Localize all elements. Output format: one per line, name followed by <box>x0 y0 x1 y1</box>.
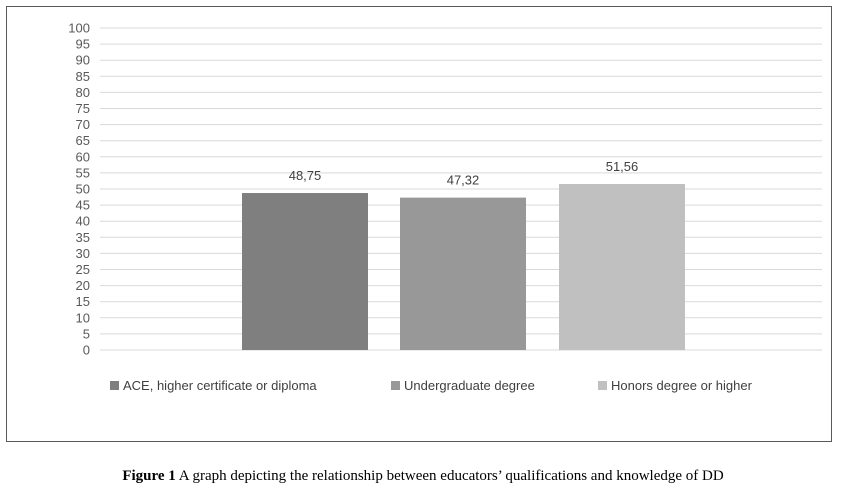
y-tick-label: 60 <box>76 149 90 164</box>
y-tick-label: 95 <box>76 37 90 52</box>
bar <box>400 197 526 350</box>
y-tick-label: 65 <box>76 133 90 148</box>
legend-label: Honors degree or higher <box>611 378 753 393</box>
y-tick-label: 25 <box>76 262 90 277</box>
bars <box>242 183 685 350</box>
y-tick-label: 75 <box>76 101 90 116</box>
y-tick-label: 85 <box>76 69 90 84</box>
data-label: 51,56 <box>606 159 639 174</box>
caption-label: Figure 1 <box>122 468 176 484</box>
y-tick-label: 5 <box>83 326 90 341</box>
legend-label: Undergraduate degree <box>404 378 535 393</box>
y-tick-label: 20 <box>76 278 90 293</box>
figure-caption: Figure 1 A graph depicting the relations… <box>0 468 846 485</box>
legend-swatch <box>391 381 400 390</box>
caption-text: A graph depicting the relationship betwe… <box>175 468 724 484</box>
legend-label: ACE, higher certificate or diploma <box>123 378 317 393</box>
y-tick-label: 15 <box>76 294 90 309</box>
y-tick-label: 50 <box>76 182 90 197</box>
y-tick-label: 40 <box>76 214 90 229</box>
y-tick-label: 55 <box>76 165 90 180</box>
data-label: 48,75 <box>289 168 322 183</box>
y-tick-label: 70 <box>76 117 90 132</box>
data-label: 47,32 <box>447 173 480 188</box>
y-tick-label: 45 <box>76 198 90 213</box>
y-tick-label: 100 <box>68 21 90 36</box>
legend-swatch <box>110 381 119 390</box>
bar <box>559 183 685 350</box>
y-tick-label: 90 <box>76 53 90 68</box>
bar <box>242 193 368 350</box>
y-tick-label: 80 <box>76 85 90 100</box>
data-labels: 48,75 47,32 51,56 <box>289 159 639 188</box>
y-tick-label: 10 <box>76 310 90 325</box>
y-tick-label: 35 <box>76 230 90 245</box>
y-tick-label: 0 <box>83 343 90 358</box>
legend: ACE, higher certificate or diploma Underg… <box>110 378 753 393</box>
legend-swatch <box>598 381 607 390</box>
y-tick-label: 30 <box>76 246 90 261</box>
